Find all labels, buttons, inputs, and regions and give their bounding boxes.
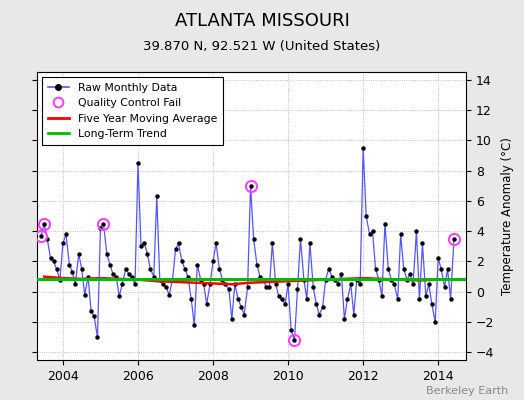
Text: 39.870 N, 92.521 W (United States): 39.870 N, 92.521 W (United States): [144, 40, 380, 53]
Legend: Raw Monthly Data, Quality Control Fail, Five Year Moving Average, Long-Term Tren: Raw Monthly Data, Quality Control Fail, …: [42, 78, 223, 144]
Y-axis label: Temperature Anomaly (°C): Temperature Anomaly (°C): [501, 137, 515, 295]
Text: ATLANTA MISSOURI: ATLANTA MISSOURI: [174, 12, 350, 30]
Text: Berkeley Earth: Berkeley Earth: [426, 386, 508, 396]
